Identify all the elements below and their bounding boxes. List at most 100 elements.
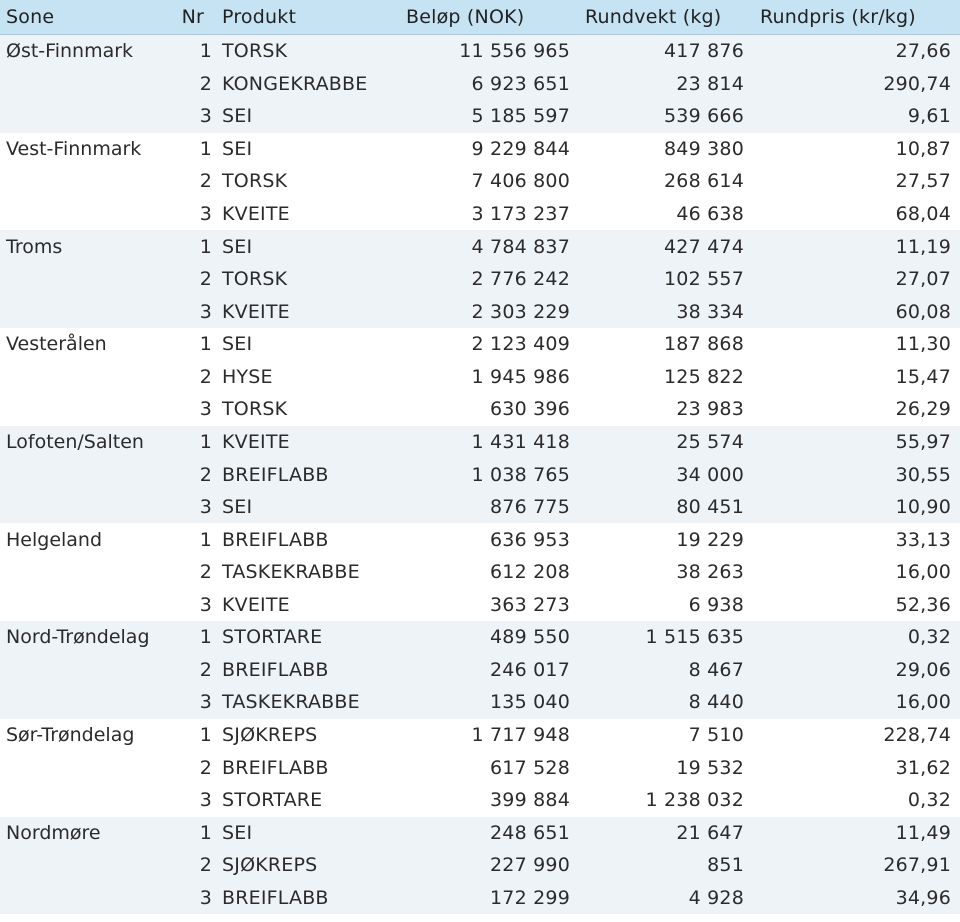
- table-row: 1 BREIFLABB 636 953 19 229 33,13: [0, 523, 960, 556]
- price-cell: 55,97: [895, 431, 951, 453]
- table-row: 2 HYSE 1 945 986 125 822 15,47: [0, 361, 960, 394]
- product-cell: SEI: [222, 235, 253, 258]
- weight-cell: 851: [707, 854, 744, 877]
- table-row: 3 SEI 5 185 597 539 666 9,61: [0, 100, 960, 133]
- zone-name: Øst-Finnmark: [6, 40, 134, 63]
- header-sone: Sone: [6, 6, 55, 28]
- amount-cell: 489 550: [490, 626, 570, 649]
- weight-cell: 187 868: [664, 333, 744, 356]
- weight-cell: 23 983: [676, 398, 744, 421]
- zone-group: Helgeland 1 BREIFLABB 636 953 19 229 33,13 2 TA…: [0, 523, 960, 622]
- header-belop: Beløp (NOK): [406, 6, 525, 28]
- rank-cell: 3: [199, 300, 212, 323]
- price-cell: 33,13: [895, 528, 951, 551]
- table-row: 2 TORSK 7 406 800 268 614 27,57: [0, 165, 960, 198]
- rank-cell: 3: [199, 398, 212, 421]
- amount-cell: 11 556 965: [459, 40, 570, 63]
- weight-cell: 539 666: [664, 105, 744, 128]
- amount-cell: 876 775: [490, 496, 570, 518]
- weight-cell: 102 557: [664, 268, 744, 291]
- product-cell: STORTARE: [222, 789, 323, 812]
- rank-cell: 1: [199, 821, 212, 844]
- product-cell: TASKEKRABBE: [222, 561, 360, 584]
- price-cell: 30,55: [895, 463, 951, 486]
- product-cell: KVEITE: [222, 300, 290, 323]
- product-cell: BREIFLABB: [222, 886, 329, 909]
- amount-cell: 363 273: [490, 593, 570, 616]
- rank-cell: 2: [199, 658, 212, 681]
- header-rundpris: Rundpris (kr/kg): [760, 6, 916, 28]
- zone-name: Vesterålen: [6, 333, 107, 356]
- amount-cell: 9 229 844: [471, 137, 570, 160]
- amount-cell: 2 123 409: [471, 333, 570, 356]
- table-row: 1 KVEITE 1 431 418 25 574 55,97: [0, 426, 960, 459]
- amount-cell: 135 040: [490, 691, 570, 714]
- rank-cell: 3: [199, 496, 212, 518]
- table-header: Sone Nr Produkt Beløp (NOK) Rundvekt (kg…: [0, 0, 960, 35]
- product-cell: SEI: [222, 821, 253, 844]
- product-cell: KONGEKRABBE: [222, 72, 368, 95]
- zone-group: Lofoten/Salten 1 KVEITE 1 431 418 25 574 55,9…: [0, 425, 960, 524]
- weight-cell: 427 474: [664, 235, 744, 258]
- rank-cell: 2: [199, 268, 212, 291]
- amount-cell: 1 717 948: [471, 724, 570, 747]
- rank-cell: 1: [199, 528, 212, 551]
- table-row: 2 BREIFLABB 246 017 8 467 29,06: [0, 654, 960, 687]
- amount-cell: 2 776 242: [471, 268, 570, 291]
- weight-cell: 21 647: [676, 821, 744, 844]
- product-cell: TORSK: [222, 398, 288, 421]
- zone-name: Helgeland: [6, 528, 103, 551]
- rank-cell: 1: [199, 40, 212, 63]
- zone-group: Nord-Trøndelag 1 STORTARE 489 550 1 515 635 0…: [0, 621, 960, 719]
- product-cell: BREIFLABB: [222, 756, 329, 779]
- header-nr: Nr: [181, 6, 204, 28]
- weight-cell: 34 000: [676, 463, 744, 486]
- rank-cell: 1: [199, 431, 212, 453]
- product-cell: BREIFLABB: [222, 463, 329, 486]
- product-cell: KVEITE: [222, 593, 290, 616]
- zone-name: Vest-Finnmark: [6, 137, 142, 160]
- rank-cell: 3: [199, 691, 212, 714]
- product-cell: SEI: [222, 333, 253, 356]
- weight-cell: 125 822: [664, 365, 744, 388]
- weight-cell: 38 263: [676, 561, 744, 584]
- price-cell: 267,91: [883, 854, 951, 877]
- amount-cell: 630 396: [490, 398, 570, 421]
- zone-group: Vest-Finnmark 1 SEI 9 229 844 849 380 10,87 2 T…: [0, 132, 960, 231]
- product-cell: STORTARE: [222, 626, 323, 649]
- rank-cell: 1: [199, 333, 212, 356]
- table-row: 1 TORSK 11 556 965 417 876 27,66: [0, 35, 960, 68]
- weight-cell: 23 814: [676, 72, 744, 95]
- table-row: 1 STORTARE 489 550 1 515 635 0,32: [0, 621, 960, 654]
- price-cell: 26,29: [895, 398, 951, 421]
- table-row: 3 BREIFLABB 172 299 4 928 34,96: [0, 882, 960, 915]
- rank-cell: 3: [199, 593, 212, 616]
- product-cell: KVEITE: [222, 202, 290, 225]
- price-cell: 27,57: [895, 170, 951, 193]
- zone-group: Nordmøre 1 SEI 248 651 21 647 11,49 2 SJØKREPS 2…: [0, 816, 960, 915]
- product-cell: SJØKREPS: [222, 854, 318, 877]
- weight-cell: 8 440: [688, 691, 744, 714]
- amount-cell: 5 185 597: [471, 105, 570, 128]
- table-row: 3 KVEITE 2 303 229 38 334 60,08: [0, 295, 960, 328]
- amount-cell: 399 884: [490, 789, 570, 812]
- price-cell: 27,66: [895, 40, 951, 63]
- weight-cell: 417 876: [664, 40, 744, 63]
- product-cell: TORSK: [222, 170, 288, 193]
- rank-cell: 2: [199, 854, 212, 877]
- weight-cell: 80 451: [676, 496, 744, 518]
- weight-cell: 1 515 635: [645, 626, 744, 649]
- price-cell: 68,04: [895, 202, 951, 225]
- price-cell: 16,00: [895, 691, 951, 714]
- zone-name: Sør-Trøndelag: [6, 724, 135, 747]
- price-cell: 0,32: [907, 789, 951, 812]
- table-row: 2 TASKEKRABBE 612 208 38 263 16,00: [0, 556, 960, 589]
- table-row: 3 KVEITE 3 173 237 46 638 68,04: [0, 198, 960, 231]
- rank-cell: 2: [199, 756, 212, 779]
- product-cell: TORSK: [222, 40, 288, 63]
- zone-name: Troms: [6, 235, 63, 258]
- table-row: 3 KVEITE 363 273 6 938 52,36: [0, 588, 960, 621]
- price-cell: 228,74: [883, 724, 951, 747]
- table-row: 2 SJØKREPS 227 990 851 267,91: [0, 849, 960, 882]
- table-row: 3 TASKEKRABBE 135 040 8 440 16,00: [0, 686, 960, 719]
